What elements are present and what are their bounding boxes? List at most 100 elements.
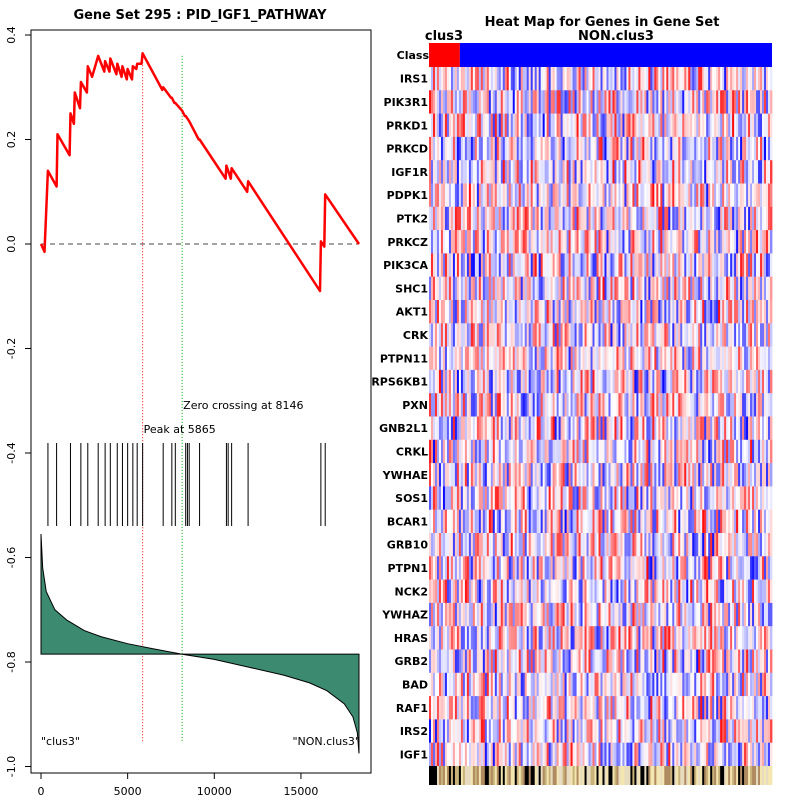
heatmap-cell bbox=[718, 579, 721, 604]
heatmap-cell bbox=[528, 206, 532, 231]
heatmap-cell bbox=[514, 696, 518, 720]
heatmap-cell bbox=[536, 649, 540, 674]
heatmap-cell bbox=[444, 626, 448, 650]
heatmap-cell bbox=[580, 160, 583, 184]
heatmap-cell bbox=[768, 276, 771, 301]
heatmap-cell bbox=[626, 393, 629, 417]
heatmap-cell bbox=[716, 463, 719, 487]
heatmap-cell bbox=[568, 113, 571, 138]
heatmap-cell bbox=[486, 719, 490, 743]
heatmap-cell bbox=[444, 602, 448, 627]
heatmap-cell bbox=[732, 113, 735, 138]
heatmap-cell bbox=[666, 626, 669, 650]
heatmap-cell bbox=[660, 230, 663, 254]
heatmap-cell bbox=[672, 463, 675, 487]
heatmap-cell bbox=[748, 206, 751, 231]
heatmap-cell bbox=[532, 369, 536, 394]
heatmap-cell bbox=[626, 369, 629, 394]
heatmap-cell bbox=[662, 579, 665, 604]
heatmap-cell bbox=[548, 672, 552, 697]
heatmap-cell bbox=[578, 439, 581, 464]
heatmap-cell bbox=[502, 416, 506, 441]
heatmap-cell bbox=[526, 579, 530, 604]
heatmap-cell bbox=[688, 439, 691, 464]
heatmap-cell bbox=[676, 276, 679, 301]
heatmap-cell bbox=[738, 393, 741, 417]
heatmap-cell bbox=[762, 533, 765, 557]
heatmap-cell bbox=[550, 136, 554, 161]
heatmap-cell bbox=[744, 393, 747, 417]
heatmap-cell bbox=[636, 416, 639, 441]
heatmap-cell bbox=[444, 696, 448, 720]
heatmap-cell bbox=[556, 719, 560, 743]
heatmap-cell bbox=[586, 416, 589, 441]
heatmap-cell bbox=[644, 626, 647, 650]
heatmap-cell bbox=[486, 626, 490, 650]
heatmap-cell bbox=[542, 486, 546, 510]
heatmap-cell bbox=[468, 672, 472, 697]
heatmap-cell bbox=[482, 393, 486, 417]
heatmap-cell bbox=[628, 160, 631, 184]
heatmap-cell bbox=[622, 253, 625, 277]
heatmap-cell bbox=[458, 300, 462, 324]
heatmap-cell bbox=[744, 672, 747, 697]
heatmap-cell bbox=[522, 253, 526, 277]
heatmap-cell bbox=[476, 136, 480, 161]
heatmap-cell bbox=[486, 300, 490, 324]
heatmap-cell bbox=[448, 579, 452, 604]
heatmap-cell bbox=[750, 67, 753, 91]
zero-crossing-label: Zero crossing at 8146 bbox=[183, 399, 303, 412]
heatmap-cell bbox=[504, 160, 508, 184]
heatmap-cell bbox=[452, 323, 456, 347]
heatmap-cell bbox=[566, 486, 569, 510]
heatmap-cell bbox=[524, 626, 528, 650]
heatmap-cell bbox=[732, 136, 735, 161]
heatmap-cell bbox=[494, 183, 498, 208]
heatmap-cell bbox=[574, 416, 577, 441]
heatmap-cell bbox=[448, 67, 452, 91]
heatmap-cell bbox=[650, 416, 653, 441]
heatmap-cell bbox=[608, 486, 611, 510]
heatmap-cell bbox=[482, 439, 486, 464]
heatmap-cell bbox=[534, 416, 538, 441]
heatmap-cell bbox=[662, 533, 665, 557]
heatmap-cell bbox=[746, 253, 749, 277]
heatmap-cell bbox=[710, 160, 713, 184]
heatmap-cell bbox=[594, 230, 597, 254]
heatmap-cell bbox=[504, 183, 508, 208]
heatmap-cell bbox=[638, 626, 641, 650]
heatmap-cell bbox=[429, 533, 432, 557]
heatmap-cell bbox=[562, 649, 565, 674]
heatmap-cell bbox=[508, 323, 512, 347]
heatmap-cell bbox=[498, 323, 502, 347]
heatmap-cell bbox=[730, 346, 733, 371]
heatmap-cell bbox=[450, 602, 454, 627]
heatmap-cell bbox=[712, 346, 715, 371]
heatmap-cell bbox=[484, 67, 488, 91]
heatmap-cell bbox=[510, 672, 514, 697]
heatmap-cell bbox=[750, 206, 753, 231]
peak-label: Peak at 5865 bbox=[144, 423, 216, 436]
heatmap-cell bbox=[504, 672, 508, 697]
heatmap-cell bbox=[462, 509, 466, 534]
heatmap-cell bbox=[440, 253, 444, 277]
heatmap-cell bbox=[504, 136, 508, 161]
heatmap-cell bbox=[540, 486, 544, 510]
heatmap-cell bbox=[706, 206, 709, 231]
x-axis: 0 5000 10000 15000 bbox=[38, 773, 318, 798]
heatmap-cell bbox=[464, 230, 468, 254]
heatmap-cell bbox=[592, 602, 595, 627]
heatmap-cell bbox=[510, 509, 514, 534]
heatmap-cell bbox=[622, 556, 625, 580]
heatmap-cell bbox=[528, 230, 532, 254]
heatmap-cell bbox=[706, 439, 709, 464]
heatmap-cell bbox=[584, 90, 587, 114]
heatmap-cell bbox=[502, 626, 506, 650]
heatmap-cell bbox=[478, 206, 482, 231]
heatmap-cell bbox=[576, 672, 579, 697]
heatmap-cell bbox=[700, 369, 703, 394]
heatmap-cell bbox=[664, 556, 667, 580]
heatmap-cell bbox=[518, 206, 522, 231]
heatmap-cell bbox=[730, 696, 733, 720]
heatmap-cell bbox=[532, 486, 536, 510]
